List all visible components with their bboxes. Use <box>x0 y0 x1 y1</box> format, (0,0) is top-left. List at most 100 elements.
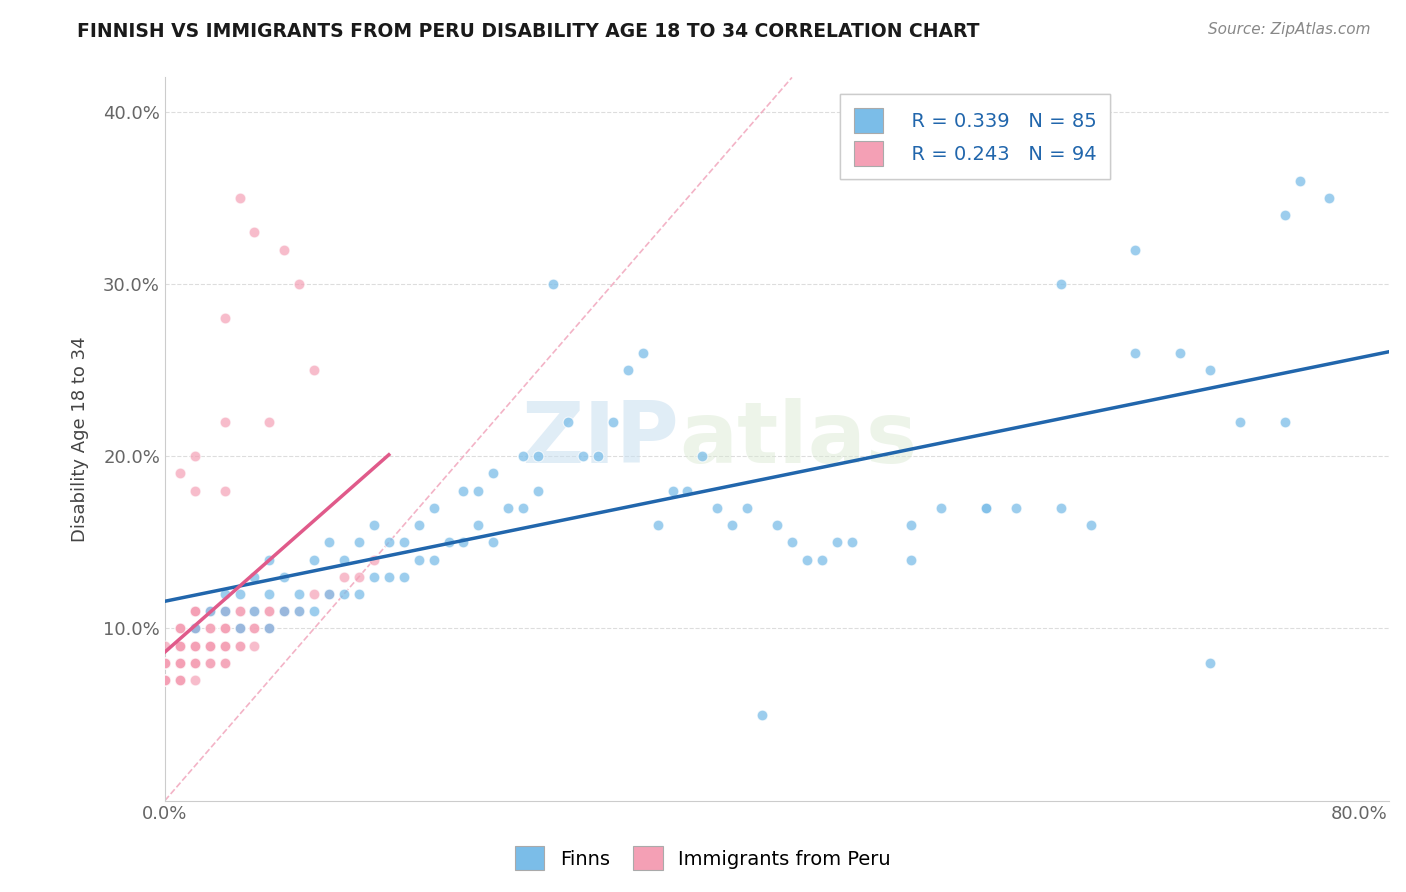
Point <box>378 535 401 549</box>
Point <box>273 604 295 618</box>
Point <box>228 191 250 205</box>
Point <box>198 622 221 636</box>
Point <box>259 587 281 601</box>
Point <box>408 518 430 533</box>
Point <box>214 415 236 429</box>
Point <box>1005 500 1028 515</box>
Point <box>153 656 176 670</box>
Point <box>586 449 609 463</box>
Point <box>183 622 205 636</box>
Point <box>347 570 370 584</box>
Point <box>1049 277 1071 291</box>
Point <box>392 570 415 584</box>
Point <box>228 622 250 636</box>
Point <box>198 639 221 653</box>
Point <box>183 604 205 618</box>
Point <box>169 639 191 653</box>
Point <box>183 622 205 636</box>
Point <box>378 570 401 584</box>
Text: Source: ZipAtlas.com: Source: ZipAtlas.com <box>1208 22 1371 37</box>
Point <box>288 587 311 601</box>
Point <box>228 604 250 618</box>
Point <box>243 570 266 584</box>
Point <box>302 552 325 566</box>
Point <box>243 226 266 240</box>
Point <box>243 639 266 653</box>
Point <box>811 552 834 566</box>
Point <box>900 552 922 566</box>
Point <box>735 500 758 515</box>
Point <box>198 639 221 653</box>
Point <box>169 656 191 670</box>
Point <box>214 311 236 326</box>
Point <box>183 622 205 636</box>
Point <box>169 622 191 636</box>
Point <box>183 604 205 618</box>
Point <box>183 483 205 498</box>
Point <box>214 639 236 653</box>
Point <box>153 673 176 687</box>
Point <box>661 483 683 498</box>
Point <box>259 604 281 618</box>
Point <box>333 587 356 601</box>
Point <box>169 656 191 670</box>
Point <box>527 483 550 498</box>
Point <box>169 622 191 636</box>
Point <box>183 656 205 670</box>
Point <box>527 449 550 463</box>
Point <box>153 656 176 670</box>
Point <box>825 535 848 549</box>
Point <box>169 622 191 636</box>
Point <box>259 622 281 636</box>
Point <box>974 500 997 515</box>
Point <box>153 673 176 687</box>
Point <box>363 552 385 566</box>
Point <box>273 570 295 584</box>
Point <box>259 415 281 429</box>
Point <box>363 518 385 533</box>
Point <box>214 622 236 636</box>
Point <box>467 483 489 498</box>
Point <box>198 604 221 618</box>
Point <box>647 518 669 533</box>
Point <box>183 639 205 653</box>
Point <box>841 535 863 549</box>
Point <box>392 535 415 549</box>
Point <box>288 604 311 618</box>
Point <box>169 656 191 670</box>
Point <box>422 552 444 566</box>
Point <box>1125 346 1147 360</box>
Point <box>228 639 250 653</box>
Point <box>243 604 266 618</box>
Point <box>900 518 922 533</box>
Point <box>1274 208 1296 222</box>
Point <box>318 587 340 601</box>
Point <box>214 604 236 618</box>
Point <box>557 415 579 429</box>
Point <box>259 622 281 636</box>
Point <box>198 639 221 653</box>
Point <box>153 656 176 670</box>
Point <box>706 500 728 515</box>
Point <box>288 604 311 618</box>
Point <box>363 570 385 584</box>
Text: FINNISH VS IMMIGRANTS FROM PERU DISABILITY AGE 18 TO 34 CORRELATION CHART: FINNISH VS IMMIGRANTS FROM PERU DISABILI… <box>77 22 980 41</box>
Point <box>273 604 295 618</box>
Point <box>214 604 236 618</box>
Point <box>153 656 176 670</box>
Point <box>243 622 266 636</box>
Point <box>214 639 236 653</box>
Point <box>214 622 236 636</box>
Point <box>721 518 744 533</box>
Point <box>766 518 789 533</box>
Text: ZIP: ZIP <box>522 398 679 481</box>
Point <box>347 587 370 601</box>
Point <box>453 535 475 549</box>
Point <box>498 500 520 515</box>
Point <box>318 587 340 601</box>
Point <box>228 622 250 636</box>
Point <box>796 552 818 566</box>
Point <box>228 604 250 618</box>
Point <box>228 622 250 636</box>
Point <box>183 622 205 636</box>
